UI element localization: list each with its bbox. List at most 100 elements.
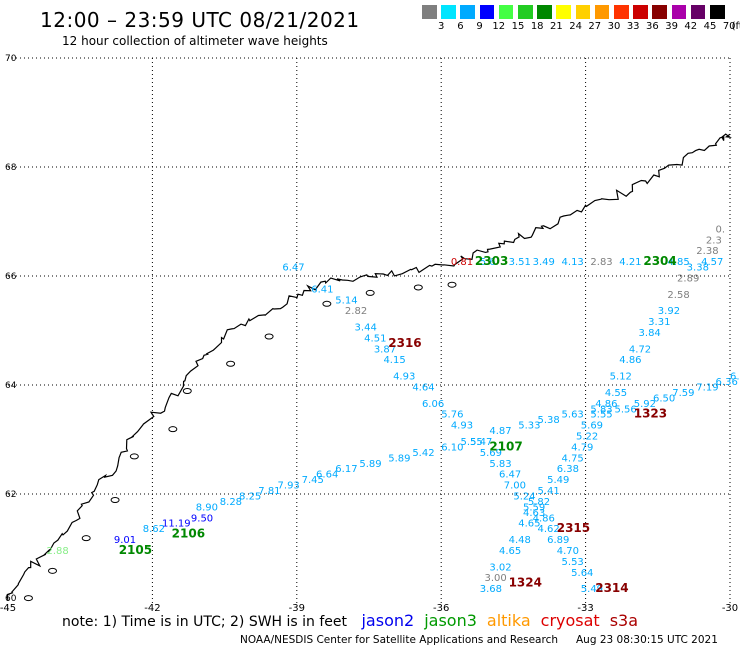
swh-value: 3.51: [509, 257, 531, 268]
swh-value: 5.64: [571, 568, 593, 579]
legend-tick-42: 42: [684, 21, 698, 32]
coast-island: [81, 535, 91, 542]
lat-tick-label: 66: [5, 272, 17, 282]
legend-swatch-6: [441, 5, 456, 19]
swh-value: 4.86: [619, 355, 641, 366]
pass-id-label: 2106: [172, 527, 205, 541]
legend-swatch-30: [594, 5, 610, 19]
legend-swatch-3: [422, 5, 437, 19]
swh-value: 7.59: [672, 388, 694, 399]
swh-value: 2.82: [345, 306, 367, 317]
swh-value: 2.3: [706, 235, 722, 246]
legend-tick-3: 3: [438, 21, 445, 32]
pass-id-label: 1323: [634, 407, 667, 421]
pass-id-label: 2314: [595, 581, 628, 595]
swh-value: 4.57: [701, 257, 723, 268]
mission-altika: altika: [486, 611, 531, 630]
swh-value: 3.31: [648, 317, 670, 328]
swh-value: 5.59: [523, 502, 545, 513]
swh-value: 6.45: [730, 372, 740, 383]
swh-value: 6.47: [282, 263, 304, 274]
lat-tick-label: 60: [5, 594, 17, 604]
swh-value: 4.75: [562, 453, 584, 464]
pass-id-label: 2105: [119, 543, 152, 557]
swh-value: 5.92: [634, 399, 656, 410]
swh-value: 4.65: [518, 519, 540, 530]
swh-value: 6.10: [441, 442, 463, 453]
swh-value: 5.69: [581, 421, 603, 432]
lon-tick-label: -45: [0, 603, 16, 614]
legend-tick-6: 6: [457, 21, 464, 32]
legend-unit: (ft): [731, 21, 740, 32]
lon-tick-label: -33: [577, 603, 593, 614]
pass-id-label: 2107: [489, 439, 522, 453]
swh-value: 4.63: [523, 508, 545, 519]
lon-tick-label: -36: [433, 603, 449, 614]
legend-swatch-24: [556, 5, 572, 19]
swh-value: 4.65: [499, 546, 521, 557]
swh-value: 4.87: [489, 426, 511, 437]
coast-island: [264, 333, 274, 340]
swh-value: 0.: [716, 224, 726, 235]
swh-value: 4.72: [629, 344, 651, 355]
swh-value: 4.70: [557, 546, 579, 557]
legend-tick-39: 39: [665, 21, 678, 32]
legend-tick-36: 36: [646, 21, 659, 32]
legend-swatch-9: [460, 5, 476, 19]
credit-text: NOAA/NESDIS Center for Satellite Applica…: [240, 634, 558, 646]
swh-value: 5.55: [590, 410, 612, 421]
swh-value: 9.50: [191, 513, 213, 524]
mission-jason3: jason3: [424, 611, 477, 630]
mission-s3a: s3a: [609, 611, 639, 630]
legend-tick-70: 70: [722, 21, 736, 32]
coast-island: [447, 281, 457, 288]
legend-swatch-18: [518, 5, 533, 19]
legend-tick-45: 45: [703, 21, 717, 32]
mission-cryosat: cryosat: [540, 611, 600, 630]
legend-tick-27: 27: [588, 21, 602, 32]
map-title: 12:00 – 23:59 UTC 08/21/2021: [40, 8, 360, 32]
lat-tick-label: 64: [5, 381, 17, 391]
lon-tick-label: -39: [289, 603, 305, 614]
axis-labels: -45 -42 -39 -36 -33 -30 70 68 66 64 62 60: [0, 54, 738, 614]
swh-value: 3.00: [485, 573, 507, 584]
legend-tick-21: 21: [550, 21, 563, 32]
swh-value: 2.88: [47, 546, 69, 557]
swh-value: 4.48: [509, 535, 531, 546]
swh-value: 4.55: [605, 388, 627, 399]
swh-value: 6.50: [653, 393, 675, 404]
swh-value: 5.83: [590, 404, 612, 415]
legend-tick-30: 30: [607, 21, 621, 32]
swh-value: 5.49: [581, 584, 603, 595]
swh-value: 3.44: [355, 323, 377, 334]
swh-value: 6.64: [316, 470, 338, 481]
swh-value: 5.89: [359, 459, 381, 470]
swh-value: 5.69: [480, 448, 502, 459]
swh-value: 2.89: [677, 273, 699, 284]
swh-value: 5.49: [547, 475, 569, 486]
mission-jason2: jason2: [361, 611, 415, 630]
swh-value: 4.86: [595, 399, 617, 410]
swh-value: 4.64: [412, 382, 434, 393]
legend-swatch-33: [614, 5, 629, 19]
swh-value: 4.86: [533, 513, 555, 524]
swh-value: 2.83: [590, 257, 612, 268]
legend-tick-9: 9: [476, 21, 483, 32]
coast-island: [322, 300, 332, 307]
legend-tick-24: 24: [569, 21, 582, 32]
greenland-coastline: [6, 133, 732, 602]
note-text: note: 1) Time is in UTC; 2) SWH is in fe…: [62, 614, 348, 630]
coast-island: [182, 388, 192, 394]
swh-value: 6.06: [422, 399, 444, 410]
swh-value: 3.92: [658, 306, 680, 317]
swh-value: 7.19: [696, 382, 718, 393]
swh-value: 4.15: [383, 355, 405, 366]
swh-value: 5.24: [513, 491, 535, 502]
swh-value: 5.22: [576, 432, 598, 443]
coast-island: [365, 289, 375, 296]
lat-tick-label: 62: [5, 490, 16, 500]
legend-swatch-39: [652, 5, 668, 19]
swh-value: 6.89: [547, 535, 569, 546]
swh-value: 7.45: [302, 475, 324, 486]
